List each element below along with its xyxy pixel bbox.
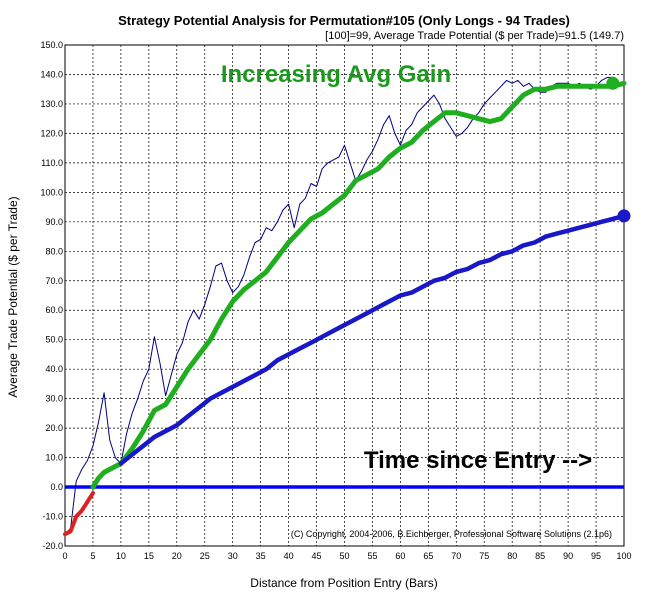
chart-subtitle: [100]=99, Average Trade Potential ($ per… bbox=[325, 30, 624, 42]
y-tick-label: 20.0 bbox=[45, 423, 63, 433]
x-tick-label: 65 bbox=[423, 551, 433, 561]
x-tick-label: 40 bbox=[284, 551, 294, 561]
chart-title: Strategy Potential Analysis for Permutat… bbox=[118, 13, 570, 28]
y-tick-label: 110.0 bbox=[41, 158, 63, 168]
y-tick-label: 50.0 bbox=[45, 335, 63, 345]
series-line-initial_drawdown bbox=[63, 491, 95, 537]
y-axis-label: Average Trade Potential ($ per Trade) bbox=[6, 196, 20, 397]
x-tick-label: 15 bbox=[144, 551, 154, 561]
x-tick-label: 95 bbox=[591, 551, 601, 561]
annotation-time-since-entry: Time since Entry --> bbox=[364, 447, 592, 474]
y-tick-label: 100.0 bbox=[40, 187, 63, 197]
x-tick-label: 45 bbox=[312, 551, 322, 561]
y-tick-label: 130.0 bbox=[40, 99, 63, 109]
grid bbox=[64, 44, 625, 547]
series bbox=[63, 76, 631, 537]
x-tick-label: 55 bbox=[367, 551, 377, 561]
series-line-raw_potential bbox=[64, 76, 625, 535]
y-tick-label: -10.0 bbox=[42, 512, 63, 522]
series-line-avg_trade_potential bbox=[118, 213, 627, 466]
copyright-note: (C) Copyright, 2004-2006, B.Eichberger, … bbox=[291, 529, 612, 539]
y-tick-label: 90.0 bbox=[45, 217, 63, 227]
x-tick-label: 85 bbox=[535, 551, 545, 561]
y-tick-label: 150.0 bbox=[40, 40, 63, 50]
endpoint-marker-smoothed_potential bbox=[606, 76, 620, 90]
x-tick-label: 30 bbox=[228, 551, 238, 561]
x-axis-label: Distance from Position Entry (Bars) bbox=[250, 576, 437, 590]
y-tick-label: 80.0 bbox=[45, 246, 63, 256]
x-tick-label: 70 bbox=[451, 551, 461, 561]
y-tick-label: 0.0 bbox=[50, 482, 63, 492]
y-tick-label: 60.0 bbox=[45, 305, 63, 315]
x-tick-label: 35 bbox=[256, 551, 266, 561]
x-tick-label: 90 bbox=[563, 551, 573, 561]
y-tick-label: 30.0 bbox=[45, 394, 63, 404]
x-axis-ticks: 0 5 10 15 20 25 30 35 40 45 50 55 60 65 70 75 80 85 90 95 10… bbox=[62, 551, 631, 561]
x-tick-label: 5 bbox=[90, 551, 95, 561]
x-tick-label: 0 bbox=[62, 551, 67, 561]
y-tick-label: -20.0 bbox=[42, 541, 63, 551]
x-tick-label: 75 bbox=[479, 551, 489, 561]
endpoint-marker-avg_trade_potential bbox=[617, 209, 631, 223]
plot-frame bbox=[64, 44, 625, 547]
x-tick-label: 100 bbox=[616, 551, 631, 561]
x-tick-label: 60 bbox=[395, 551, 405, 561]
y-tick-label: 140.0 bbox=[40, 69, 63, 79]
x-tick-label: 10 bbox=[116, 551, 126, 561]
x-tick-label: 50 bbox=[339, 551, 349, 561]
series-line-smoothed_potential bbox=[90, 80, 627, 490]
y-tick-label: 40.0 bbox=[45, 364, 63, 374]
y-tick-label: 10.0 bbox=[45, 453, 63, 463]
y-axis-ticks: -20.0 -10.0 0.0 10.0 20.0 30.0 40.0 50.0 60.0 70.… bbox=[40, 40, 63, 551]
x-tick-label: 20 bbox=[172, 551, 182, 561]
x-tick-label: 25 bbox=[200, 551, 210, 561]
y-tick-label: 120.0 bbox=[40, 128, 63, 138]
x-tick-label: 80 bbox=[507, 551, 517, 561]
annotation-increasing-avg-gain: Increasing Avg Gain bbox=[221, 61, 451, 88]
y-tick-label: 70.0 bbox=[45, 276, 63, 286]
